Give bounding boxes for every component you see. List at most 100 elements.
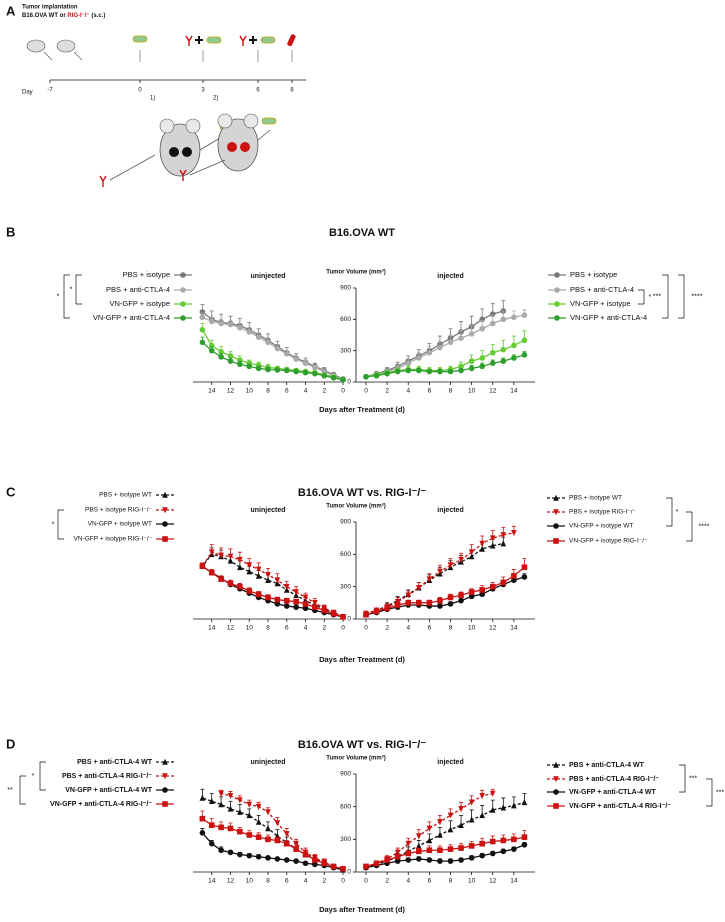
data-point [246,329,253,335]
data-point [283,603,290,609]
data-point [405,850,412,857]
data-point [265,339,271,346]
significance-bracket [63,274,70,319]
data-point [479,852,485,859]
legend-label: PBS + anti-CTLA-4 WT [569,762,645,769]
legend-label: VN-GFP + isotype WT [569,523,633,530]
x-tick-label: 14 [208,878,216,885]
data-point [283,831,290,838]
data-point [479,355,485,361]
data-point [373,860,380,867]
series [363,300,507,380]
x-tick-label: 4 [406,388,410,395]
data-point [246,363,253,370]
y-tick-label: 0 [347,869,351,876]
data-point [426,857,433,863]
data-point [255,365,262,372]
series-line [202,818,344,870]
legend-marker [180,272,186,278]
data-point [237,797,243,804]
data-point [447,858,454,864]
data-point [479,792,485,800]
data-point [265,836,271,843]
data-point [340,865,346,872]
chart-title: uninjected [250,507,285,514]
data-point [437,597,443,604]
data-point [416,833,422,840]
legend-marker [553,523,559,529]
data-point [500,837,507,844]
series-line [201,311,344,380]
series-line [365,339,525,378]
data-point [246,852,253,859]
data-point [489,349,496,356]
data-point [416,842,422,849]
significance-label: * [32,773,35,780]
significance-label: **** [699,523,710,530]
series [363,558,528,618]
legend-marker [553,789,559,795]
data-point [208,822,215,828]
x-tick-label: 0 [364,625,368,632]
data-point [437,568,443,575]
panel-label: D [6,736,15,751]
x-tick-label: 0 [341,878,345,885]
data-point [227,358,234,364]
data-point [405,840,412,847]
legend-marker [180,301,186,307]
data-point [274,856,281,862]
significance-bracket [706,778,713,807]
data-point [283,597,290,604]
x-tick-label: 4 [304,625,308,632]
legend-marker [180,315,186,321]
data-point [447,594,454,601]
data-point [489,542,496,549]
data-point [521,312,528,318]
subtitle-part: B16.OVA WT or [22,13,67,19]
legend-label: VN-GFP + anti-CTLA-4 [570,313,647,322]
data-point [394,858,401,864]
data-point [208,347,215,354]
data-point [312,857,318,863]
data-point [274,577,281,584]
significance-label: * [57,293,60,300]
data-point [384,857,390,863]
data-point [293,598,299,605]
data-point [302,851,309,858]
data-point [208,569,215,576]
data-point [468,549,475,556]
data-point [208,318,215,325]
group-label: 2) [213,96,218,102]
series-line [201,341,344,381]
legend-marker [554,315,560,321]
series-line [201,551,344,618]
data-point [500,532,507,539]
data-point [237,556,243,564]
data-point [416,584,422,592]
legend-label: PBS + anti-CTLA-4 [570,285,634,294]
data-point [227,353,234,359]
data-point [447,562,454,569]
x-tick-label: 6 [428,388,432,395]
data-point [255,334,262,340]
x-tick-label: 8 [266,625,270,632]
data-point [437,368,443,375]
data-point [246,588,253,594]
data-point [405,600,412,606]
data-point [405,857,412,863]
data-point [199,830,206,836]
data-point [330,375,337,381]
panel-title: B16.OVA WT vs. RIG-I⁻/⁻ [298,739,427,751]
x-tick-label: 12 [489,878,497,885]
data-point [489,838,496,845]
y-axis-label: Tumor Volume (mm³) [326,269,385,276]
data-point [447,368,454,375]
legend-label: PBS + anti-CTLA-4 RIG-I⁻/⁻ [569,776,659,783]
data-point [312,600,318,607]
data-point [293,840,299,847]
data-point [511,836,517,843]
x-axis-label: Days after Treatment (d) [319,905,405,914]
data-point [437,847,443,854]
significance-label: ** [7,787,13,794]
series [199,562,346,620]
